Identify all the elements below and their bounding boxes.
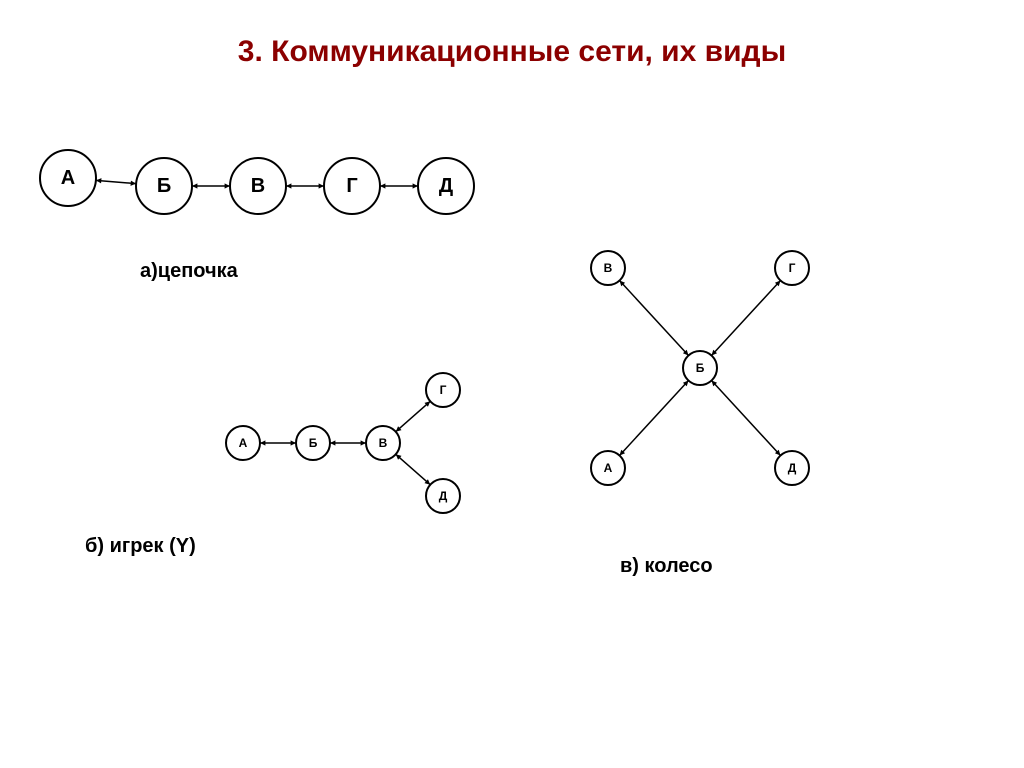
edge: [396, 454, 431, 484]
node-label: А: [61, 167, 75, 189]
edge: [396, 401, 431, 431]
node-label: Б: [309, 436, 318, 450]
edge: [96, 180, 136, 183]
node-label: А: [239, 436, 248, 450]
diagram-chain: А Б В Г Д: [40, 150, 474, 214]
edge: [712, 281, 781, 356]
caption-chain: а)цепочка: [140, 260, 238, 283]
node-label: В: [251, 175, 265, 197]
node-label: В: [379, 436, 388, 450]
diagram-y: А Б В Г Д: [226, 373, 460, 513]
node-label: В: [604, 261, 613, 275]
node-label: Д: [439, 175, 453, 197]
diagram-canvas: А Б В Г Д А Б В Г Д Б В Г А Д: [0, 0, 1024, 768]
node-label: Д: [439, 489, 448, 503]
edge: [712, 381, 781, 456]
node-label: Б: [157, 175, 171, 197]
caption-y: б) игрек (Y): [85, 535, 196, 558]
edges-y: [260, 401, 430, 484]
node-label: Г: [789, 261, 796, 275]
node-label: Д: [788, 461, 797, 475]
node-label: А: [604, 461, 613, 475]
node-label: Г: [440, 383, 447, 397]
caption-wheel: в) колесо: [620, 555, 713, 578]
nodes-chain: А Б В Г Д: [40, 150, 474, 214]
node-label: Б: [696, 361, 705, 375]
node-label: Г: [346, 175, 357, 197]
edge: [620, 281, 689, 356]
diagram-wheel: Б В Г А Д: [591, 251, 809, 485]
edge: [620, 381, 689, 456]
